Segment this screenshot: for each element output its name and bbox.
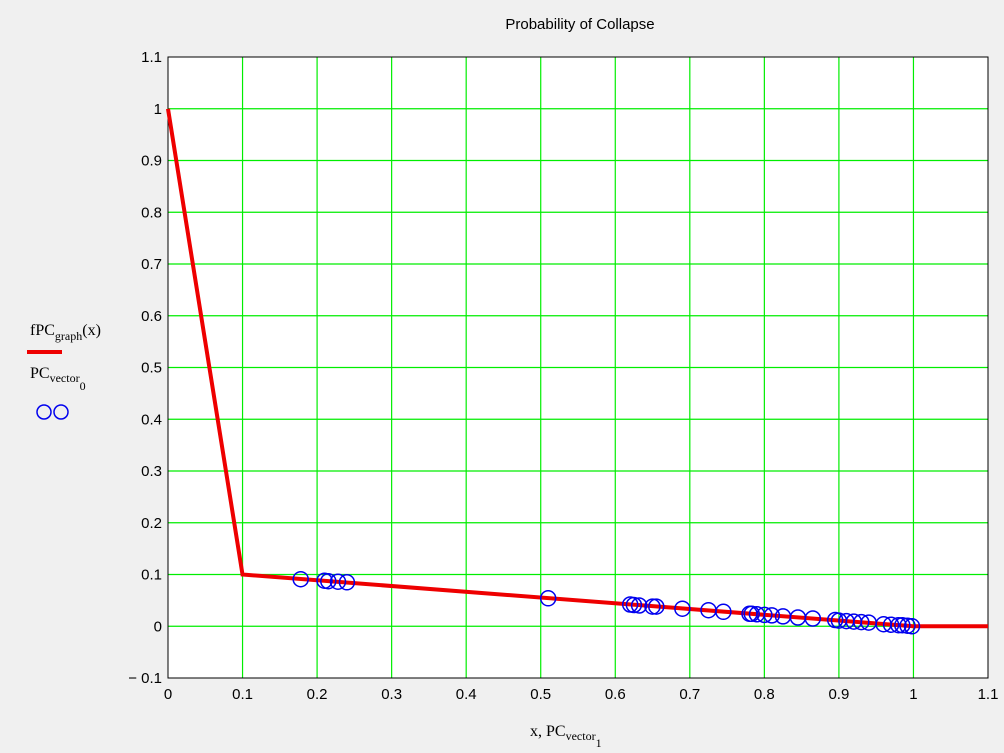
grid xyxy=(168,57,988,678)
y-tick-label: 0.7 xyxy=(141,256,162,273)
pc-vector-point xyxy=(644,598,661,615)
x-tick-label: 0.7 xyxy=(679,686,700,703)
pc-vector-point xyxy=(329,573,347,590)
x-tick-label: 1 xyxy=(909,686,917,703)
pc-vector-point xyxy=(890,616,907,634)
legend-label-fpc-sub: graph xyxy=(55,329,82,343)
y-tick-label: 1 xyxy=(154,101,162,118)
y-tick-label: 0.8 xyxy=(141,204,162,221)
x-tick-label: 0.4 xyxy=(456,686,477,703)
legend-label-pc: PCvector0 xyxy=(30,365,86,393)
x-tick-label: 1.1 xyxy=(978,686,999,703)
x-tick-label: 0.9 xyxy=(828,686,849,703)
legend-marker-swatch-1 xyxy=(36,404,52,420)
y-tick-label: 0 xyxy=(154,618,162,635)
y-legend: fPCgraph(x) PCvector0 xyxy=(27,322,101,420)
axes xyxy=(167,56,989,679)
y-tick-label: 0.1 xyxy=(141,567,162,584)
x-axis-label-subsub: 1 xyxy=(596,736,602,750)
series-pc-vector xyxy=(292,570,921,635)
pc-vector-point xyxy=(894,616,911,634)
legend-label-pc-main: PC xyxy=(30,365,50,382)
plot-border xyxy=(167,56,989,679)
pc-vector-point xyxy=(539,590,557,607)
pc-vector-point xyxy=(903,618,921,635)
pc-vector-point xyxy=(743,605,760,623)
pc-vector-point xyxy=(763,607,781,624)
legend-label-fpc: fPCgraph(x) xyxy=(30,322,101,343)
x-tick-label: 0.6 xyxy=(605,686,626,703)
fpc-graph-line xyxy=(166,108,988,629)
pc-vector-point xyxy=(715,603,732,621)
pc-vector-point xyxy=(625,596,643,614)
pc-vector-point xyxy=(674,600,691,617)
legend-label-pc-sub: vector xyxy=(50,371,80,385)
x-tick-label: 0.3 xyxy=(381,686,402,703)
x-axis-label-sub: vector xyxy=(566,729,596,743)
x-axis-label: x, PCvector1 xyxy=(530,723,602,750)
y-tick-label: − 0.1 xyxy=(128,670,162,687)
y-tick-labels: − 0.1 0 0.1 0.2 0.3 0.4 0.5 0.6 0.7 0.8 0.9 1 1.1 xyxy=(128,49,162,687)
pc-vector-point xyxy=(853,613,870,631)
legend-label-fpc-tail: (x) xyxy=(82,322,101,339)
y-tick-label: 0.5 xyxy=(141,360,162,377)
pc-vector-point xyxy=(320,572,337,590)
pc-vector-point xyxy=(648,598,665,615)
y-tick-label: 0.9 xyxy=(141,153,162,170)
y-tick-label: 0.2 xyxy=(141,515,162,532)
x-tick-label: 0.8 xyxy=(754,686,775,703)
legend-label-fpc-main: fPC xyxy=(30,322,55,339)
y-tick-label: 0.6 xyxy=(141,308,162,325)
x-axis-label-main: x, PC xyxy=(530,723,566,740)
x-tick-label: 0.2 xyxy=(307,686,328,703)
series-fpc-graph xyxy=(166,108,988,629)
x-tick-label: 0 xyxy=(164,686,172,703)
y-tick-label: 0.3 xyxy=(141,463,162,480)
x-tick-labels: 0 0.1 0.2 0.3 0.4 0.5 0.6 0.7 0.8 0.9 1 1.1 xyxy=(164,686,999,703)
x-tick-label: 0.5 xyxy=(530,686,551,703)
legend-label-pc-subsub: 0 xyxy=(80,379,86,393)
pc-vector-point xyxy=(804,610,822,627)
pc-vector-point xyxy=(338,574,356,591)
x-tick-label: 0.1 xyxy=(232,686,253,703)
chart-title: Probability of Collapse xyxy=(505,16,654,33)
y-tick-label: 1.1 xyxy=(141,49,162,66)
pc-vector-point xyxy=(756,606,773,624)
pc-vector-point xyxy=(630,597,648,614)
pc-vector-point xyxy=(882,616,900,633)
legend-marker-swatch-2 xyxy=(53,404,69,420)
y-tick-label: 0.4 xyxy=(141,411,162,428)
pc-vector-point xyxy=(292,570,309,588)
